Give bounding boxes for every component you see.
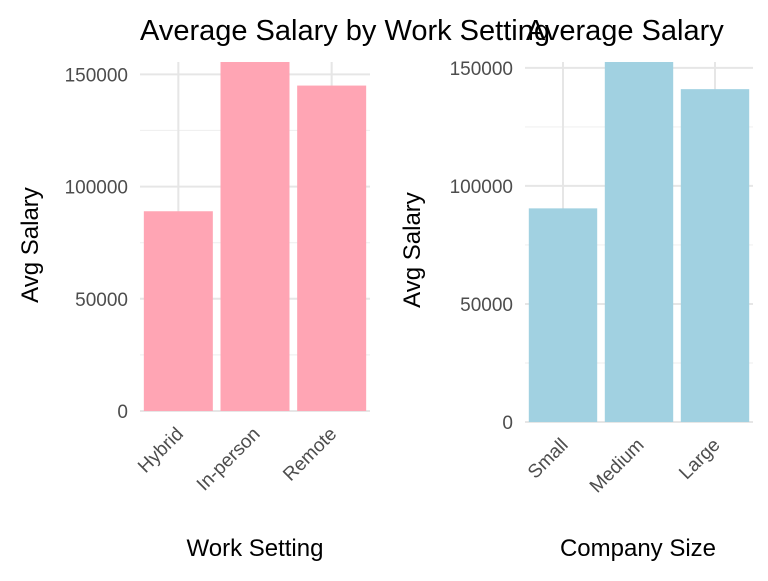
bar-remote: [297, 85, 367, 411]
x-ticks: Small Medium Large: [524, 435, 724, 498]
x-axis-title: Company Size: [560, 535, 716, 562]
y-tick-label: 150000: [450, 59, 513, 80]
y-ticks: 0 50000 100000 150000: [450, 59, 513, 434]
y-ticks: 0 50000 100000 150000: [65, 65, 128, 423]
bars: [143, 62, 367, 411]
chart-title: Average Salary: [526, 15, 724, 47]
y-axis-title: Avg Salary: [399, 192, 426, 308]
bar-in-person: [220, 62, 290, 411]
bars: [528, 62, 750, 423]
x-tick-label: Large: [675, 435, 724, 484]
bar-medium: [604, 62, 674, 422]
y-tick-label: 150000: [65, 65, 128, 86]
y-axis-title: Avg Salary: [17, 187, 44, 303]
y-tick-label: 0: [502, 413, 513, 434]
panel-company-size: Average Salary Avg Salary Company Size 0…: [399, 15, 753, 562]
x-ticks: Hybrid In-person Remote: [134, 424, 341, 496]
x-tick-label: Remote: [279, 424, 341, 486]
x-axis-title: Work Setting: [187, 535, 324, 562]
bar-large: [680, 89, 750, 423]
chart-title: Average Salary by Work Setting: [140, 15, 550, 47]
y-tick-label: 0: [117, 402, 128, 423]
y-tick-label: 100000: [450, 177, 513, 198]
panel-work-setting: Average Salary by Work Setting Avg Salar…: [17, 15, 550, 562]
x-tick-label: Medium: [586, 435, 649, 498]
x-tick-label: Hybrid: [134, 424, 188, 478]
x-tick-label: Small: [524, 435, 572, 483]
y-tick-label: 50000: [75, 290, 128, 311]
bar-hybrid: [143, 211, 213, 411]
x-tick-label: In-person: [193, 424, 265, 496]
bar-small: [528, 208, 598, 422]
y-tick-label: 100000: [65, 178, 128, 199]
y-tick-label: 50000: [460, 295, 513, 316]
